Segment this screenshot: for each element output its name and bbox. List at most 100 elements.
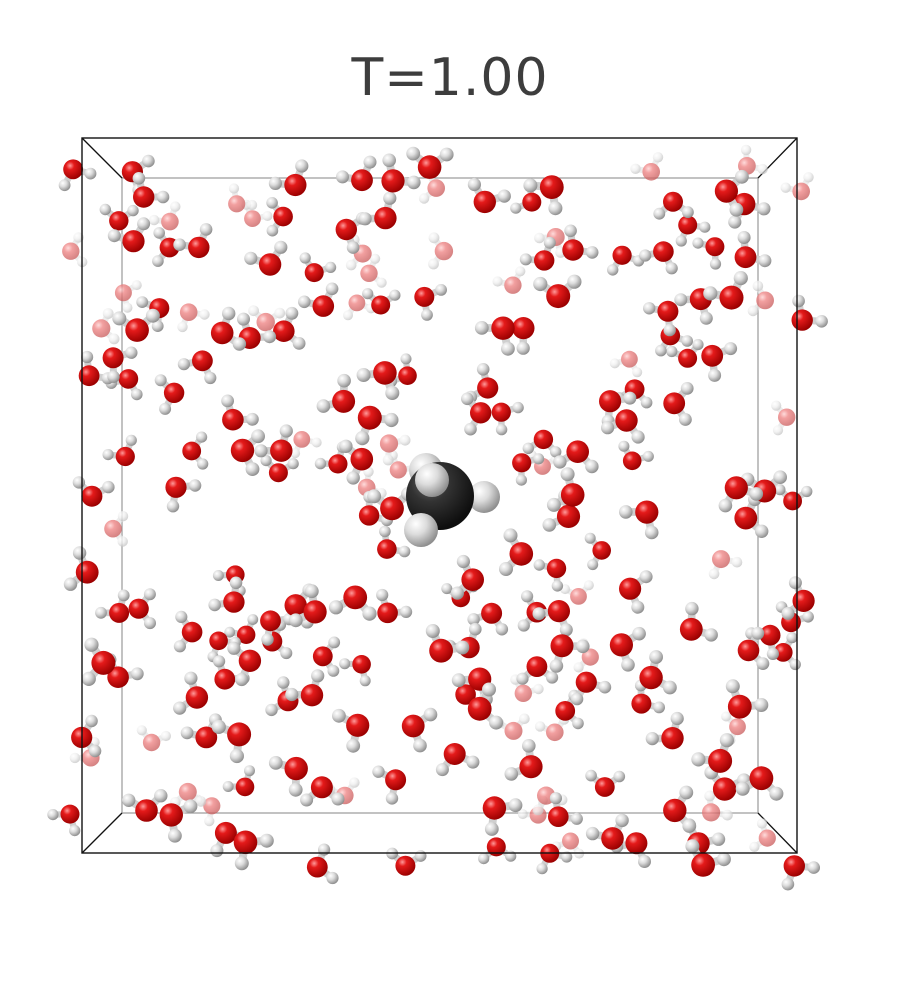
water-molecule xyxy=(639,650,677,695)
oxygen-atom xyxy=(519,755,543,779)
oxygen-atom xyxy=(749,766,774,791)
water-molecule xyxy=(136,725,171,752)
hydrogen-atom xyxy=(274,307,286,319)
water-molecule xyxy=(71,714,102,758)
water-molecule xyxy=(522,429,562,458)
hydrogen-atom xyxy=(131,280,142,291)
oxygen-atom xyxy=(679,617,703,641)
hydrogen-atom xyxy=(786,632,798,644)
hydrogen-atom xyxy=(268,756,283,770)
water-molecule xyxy=(173,671,209,715)
hydrogen-atom xyxy=(735,781,750,796)
oxygen-atom xyxy=(663,392,686,415)
hydrogen-atom xyxy=(737,231,751,244)
hydrogen-atom xyxy=(755,524,769,538)
oxygen-atom xyxy=(332,389,356,413)
hydrogen-atom xyxy=(679,413,692,426)
hydrogen-atom xyxy=(752,280,764,292)
hydrogen-atom xyxy=(607,264,619,276)
hydrogen-atom xyxy=(288,613,303,628)
oxygen-atom xyxy=(109,211,129,231)
water-molecule xyxy=(467,602,509,636)
oxygen-atom xyxy=(91,650,116,675)
hydrogen-atom xyxy=(314,457,327,470)
water-molecule xyxy=(718,476,764,513)
hydrogen-atom xyxy=(177,321,188,333)
hydrogen-atom xyxy=(747,305,759,317)
hydrogen-atom xyxy=(196,431,208,443)
oxygen-atom xyxy=(486,837,506,857)
hydrogen-atom xyxy=(349,777,360,788)
water-molecule xyxy=(534,228,566,258)
hydrogen-atom xyxy=(435,284,447,296)
hydrogen-atom xyxy=(495,623,509,636)
hydrogen-atom xyxy=(235,672,249,687)
hydrogen-atom xyxy=(339,658,351,670)
oxygen-atom xyxy=(758,829,776,847)
oxygen-atom xyxy=(414,286,435,307)
methane-hydrogen-atom xyxy=(468,481,500,513)
water-molecule xyxy=(316,373,356,413)
water-molecule xyxy=(435,743,480,777)
hydrogen-atom xyxy=(212,570,224,581)
oxygen-atom xyxy=(303,600,327,624)
hydrogen-atom xyxy=(780,182,791,193)
oxygen-atom xyxy=(434,241,454,261)
hydrogen-atom xyxy=(680,382,694,395)
hydrogen-atom xyxy=(699,311,713,325)
hydrogen-atom xyxy=(517,619,530,632)
oxygen-atom xyxy=(514,684,532,702)
hydrogen-atom xyxy=(533,276,548,292)
hydrogen-atom xyxy=(184,671,198,685)
oxygen-atom xyxy=(417,155,442,179)
water-molecule xyxy=(112,308,160,342)
hydrogen-atom xyxy=(102,308,114,319)
hydrogen-atom xyxy=(413,738,427,753)
hydrogen-atom xyxy=(188,479,202,492)
hydrogen-atom xyxy=(73,232,84,243)
oxygen-atom xyxy=(631,693,652,714)
hydrogen-atom xyxy=(359,675,371,687)
hydrogen-atom xyxy=(640,396,653,409)
oxygen-atom xyxy=(379,434,399,453)
oxygen-atom xyxy=(546,558,567,579)
water-molecule xyxy=(560,580,594,605)
hydrogen-atom xyxy=(173,238,186,251)
hydrogen-atom xyxy=(159,402,172,415)
oxygen-atom xyxy=(328,454,348,474)
hydrogen-atom xyxy=(543,236,556,249)
oxygen-atom xyxy=(256,312,275,332)
hydrogen-atom xyxy=(69,825,81,837)
oxygen-atom xyxy=(357,405,382,430)
hydrogen-atom xyxy=(332,708,346,723)
oxygen-atom xyxy=(358,505,380,526)
hydrogen-atom xyxy=(280,647,293,660)
hydrogen-atom xyxy=(102,480,115,494)
hydrogen-atom xyxy=(266,197,278,209)
hydrogen-atom xyxy=(519,253,532,266)
oxygen-atom xyxy=(352,655,371,674)
oxygen-atom xyxy=(581,648,599,666)
water-molecule xyxy=(703,271,748,310)
water-molecule xyxy=(379,434,411,466)
water-molecule xyxy=(211,719,252,764)
hydrogen-atom xyxy=(318,843,331,856)
hydrogen-atom xyxy=(549,792,563,805)
hydrogen-atom xyxy=(336,170,349,184)
water-molecule xyxy=(461,392,492,436)
oxygen-atom xyxy=(268,463,288,483)
hydrogen-atom xyxy=(131,388,143,401)
hydrogen-atom xyxy=(450,586,464,600)
oxygen-atom xyxy=(792,589,815,613)
oxygen-atom xyxy=(734,506,758,530)
water-molecule xyxy=(549,634,590,673)
hydrogen-atom xyxy=(522,739,536,753)
oxygen-atom xyxy=(562,239,584,261)
oxygen-atom xyxy=(619,577,642,600)
hydrogen-atom xyxy=(311,669,325,683)
oxygen-atom xyxy=(612,245,632,265)
hydrogen-atom xyxy=(418,193,430,204)
hydrogen-atom xyxy=(137,217,151,231)
oxygen-atom xyxy=(104,519,122,538)
oxygen-atom xyxy=(701,344,724,367)
